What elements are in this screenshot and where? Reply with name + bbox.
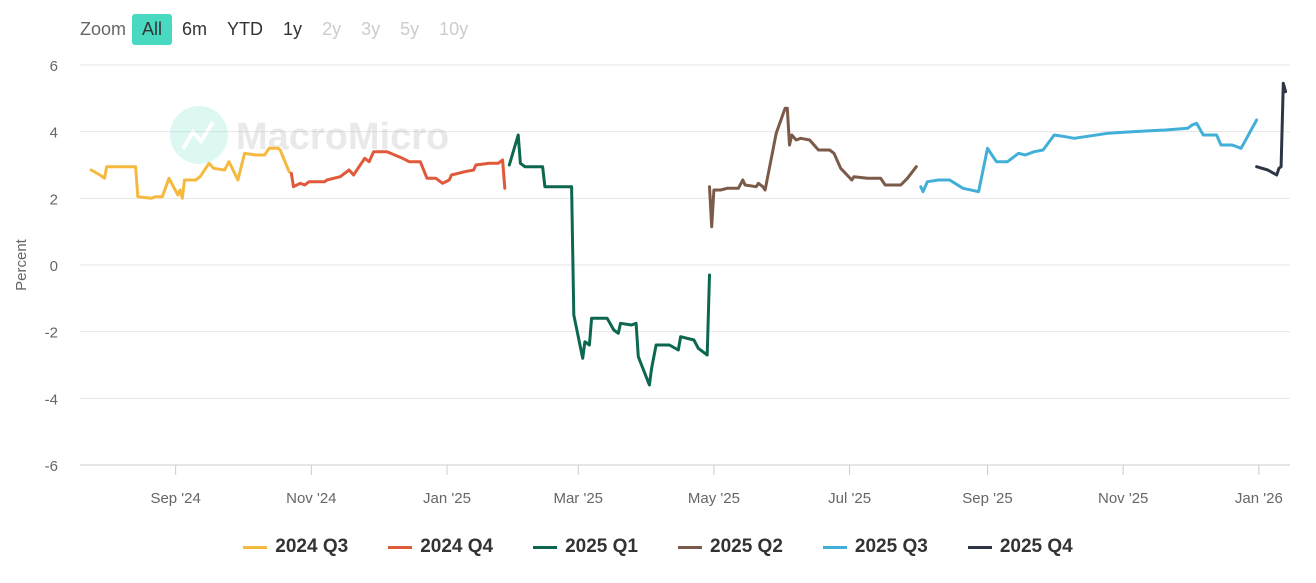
legend-label: 2024 Q3 <box>275 536 349 557</box>
y-tick-label: 2 <box>50 191 58 208</box>
x-tick-label: Mar '25 <box>553 490 603 507</box>
legend-swatch <box>533 545 558 549</box>
legend-label: 2025 Q1 <box>565 536 638 557</box>
zoom-label: Zoom <box>80 18 127 39</box>
legend-swatch <box>388 545 413 549</box>
zoom-all-button[interactable]: All <box>132 13 173 45</box>
y-tick-label: -6 <box>45 458 58 475</box>
legend-item[interactable]: 2025 Q1 <box>533 536 638 558</box>
legend-swatch <box>822 545 847 549</box>
watermark-logo: MacroMicro <box>170 106 449 164</box>
series-line-2024-q3[interactable] <box>89 146 291 200</box>
series-lines <box>89 81 1288 387</box>
legend-swatch <box>678 545 702 549</box>
legend-item[interactable]: 2025 Q2 <box>678 536 783 558</box>
zoom-3y-button[interactable]: 3y <box>361 18 381 39</box>
axes: -6 -4 -2 0 2 4 6 Sep '24 Nov '24 Jan '25 Mar '25 Ma… <box>13 58 1290 507</box>
zoom-6m-button[interactable]: 6m <box>182 18 208 39</box>
zoom-2y-button[interactable]: 2y <box>322 18 342 39</box>
x-tick-label: Sep '24 <box>150 490 200 507</box>
legend-swatch <box>967 545 992 549</box>
zoom-toolbar: Zoom All 6m YTD 1y 2y 3y 5y 10y <box>80 12 478 46</box>
series-line-2025-q2[interactable] <box>708 106 918 229</box>
legend: 2024 Q3 2024 Q4 2025 Q1 2025 Q2 2025 Q3 2025 … <box>0 536 1316 558</box>
legend-label: 2025 Q4 <box>999 536 1073 557</box>
series-line-2025-q3[interactable] <box>919 118 1259 194</box>
y-tick-label: -4 <box>45 391 58 408</box>
series-line-2025-q1[interactable] <box>507 133 711 387</box>
legend-item[interactable]: 2025 Q4 <box>967 536 1073 558</box>
legend-item[interactable]: 2024 Q3 <box>243 536 348 558</box>
watermark-icon-line <box>181 120 215 151</box>
legend-label: 2025 Q2 <box>710 536 783 557</box>
zoom-1y-button[interactable]: 1y <box>283 18 303 39</box>
x-tick-label: Jan '26 <box>1235 490 1283 507</box>
y-tick-label: 6 <box>50 58 58 75</box>
y-axis-label: Percent <box>13 238 30 291</box>
x-tick-label: May '25 <box>688 490 740 507</box>
legend-item[interactable]: 2024 Q4 <box>388 536 493 558</box>
legend-label: 2025 Q3 <box>854 536 928 557</box>
legend-label: 2024 Q4 <box>420 536 494 557</box>
zoom-ytd-button[interactable]: YTD <box>227 18 264 39</box>
watermark-icon <box>170 106 228 164</box>
series-line-2024-q4[interactable] <box>289 150 507 190</box>
y-tick-label: 0 <box>50 258 58 275</box>
series-line-2025-q4[interactable] <box>1255 81 1288 177</box>
x-tick-label: Nov '24 <box>286 490 336 507</box>
legend-item[interactable]: 2025 Q3 <box>822 536 928 558</box>
x-tick-label: Jan '25 <box>423 490 471 507</box>
y-tick-label: 4 <box>50 125 58 142</box>
x-tick-label: Nov '25 <box>1098 490 1148 507</box>
zoom-5y-button[interactable]: 5y <box>400 18 420 39</box>
zoom-10y-button[interactable]: 10y <box>439 18 469 39</box>
x-tick-label: Jul '25 <box>828 490 871 507</box>
y-tick-label: -2 <box>45 325 58 342</box>
watermark-text: MacroMicro <box>236 116 449 158</box>
x-tick-label: Sep '25 <box>962 490 1012 507</box>
legend-swatch <box>243 545 268 549</box>
